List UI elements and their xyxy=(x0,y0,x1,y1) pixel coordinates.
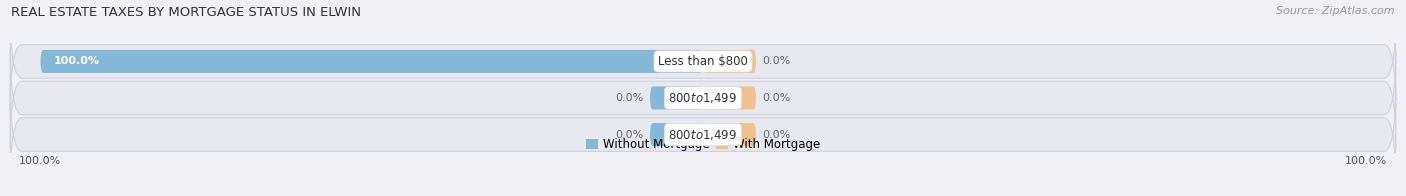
Text: 100.0%: 100.0% xyxy=(53,56,100,66)
Text: $800 to $1,499: $800 to $1,499 xyxy=(668,91,738,105)
Text: Less than $800: Less than $800 xyxy=(658,55,748,68)
FancyBboxPatch shape xyxy=(10,12,1396,110)
FancyBboxPatch shape xyxy=(650,86,703,110)
FancyBboxPatch shape xyxy=(10,49,1396,147)
FancyBboxPatch shape xyxy=(10,86,1396,184)
Text: 0.0%: 0.0% xyxy=(614,130,644,140)
FancyBboxPatch shape xyxy=(41,50,703,73)
Text: $800 to $1,499: $800 to $1,499 xyxy=(668,128,738,142)
Text: 0.0%: 0.0% xyxy=(614,93,644,103)
FancyBboxPatch shape xyxy=(703,50,756,73)
Text: REAL ESTATE TAXES BY MORTGAGE STATUS IN ELWIN: REAL ESTATE TAXES BY MORTGAGE STATUS IN … xyxy=(11,6,361,19)
Text: Source: ZipAtlas.com: Source: ZipAtlas.com xyxy=(1277,6,1395,16)
FancyBboxPatch shape xyxy=(650,123,703,146)
Text: 0.0%: 0.0% xyxy=(762,56,792,66)
Text: 0.0%: 0.0% xyxy=(762,130,792,140)
FancyBboxPatch shape xyxy=(703,123,756,146)
Text: 0.0%: 0.0% xyxy=(762,93,792,103)
FancyBboxPatch shape xyxy=(703,86,756,110)
Legend: Without Mortgage, With Mortgage: Without Mortgage, With Mortgage xyxy=(581,133,825,156)
